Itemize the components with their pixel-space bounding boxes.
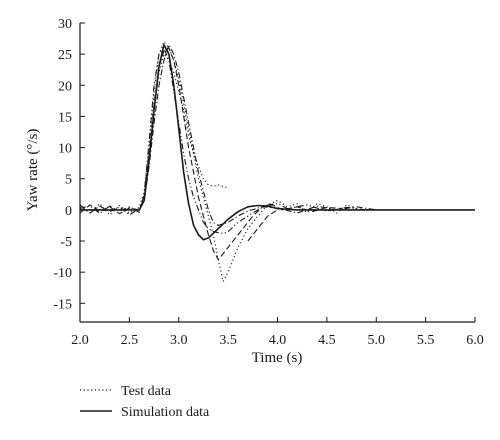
test-series-line-2 [80,47,342,261]
simulation-series-line [80,43,475,241]
y-tick-label: 25 [58,48,72,63]
y-tick-label: -15 [53,297,72,312]
x-tick-label: 4.0 [269,333,287,348]
y-tick-label: 20 [58,79,72,94]
y-axis-title: Yaw rate (°/s) [25,129,41,212]
legend: Test data Simulation data [80,384,210,420]
y-tick-label: -10 [53,266,72,281]
legend-item-simulation: Simulation data [80,405,210,420]
x-tick-label: 5.0 [368,333,386,348]
x-tick-label: 2.5 [121,333,139,348]
test-series-line-1 [80,41,357,283]
test-series-line-4 [80,47,367,235]
test-series-line-6 [247,209,278,242]
y-tick-label: 30 [58,17,72,32]
y-tick-label: 15 [58,110,72,125]
test-series-line-3 [80,44,377,226]
y-tick-label: -5 [60,235,72,250]
x-axis-title: Time (s) [252,350,303,366]
y-tick-label: 0 [65,204,72,219]
y-axis-ticks: -15 -10 -5 0 5 10 15 20 25 30 [53,17,85,312]
legend-label-test: Test data [121,384,172,399]
x-tick-label: 3.5 [219,333,237,348]
x-tick-label: 4.5 [318,333,336,348]
y-tick-label: 10 [58,142,72,157]
x-tick-label: 5.5 [417,333,435,348]
x-tick-label: 2.0 [71,333,89,348]
x-axis-ticks: 2.0 2.5 3.0 3.5 4.0 4.5 5.0 5.5 6.0 [71,317,484,348]
legend-label-simulation: Simulation data [121,405,210,420]
legend-item-test: Test data [80,384,172,399]
x-tick-label: 3.0 [170,333,188,348]
x-tick-label: 6.0 [466,333,484,348]
y-tick-label: 5 [65,173,72,188]
series-group [80,41,475,283]
